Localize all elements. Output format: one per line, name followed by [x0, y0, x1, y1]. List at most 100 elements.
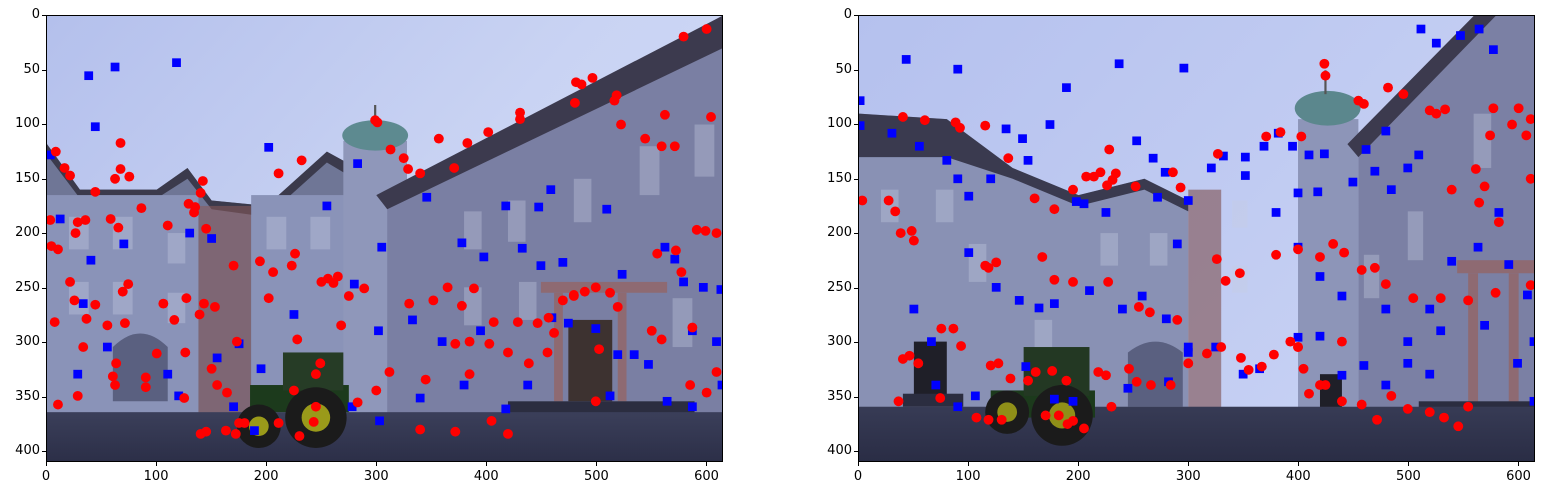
red-circle-keypoint: [195, 188, 206, 198]
red-circle-keypoint: [656, 334, 667, 345]
blue-square-keypoint: [591, 324, 601, 333]
blue-square-keypoint: [1304, 150, 1314, 160]
red-circle-keypoint: [1068, 184, 1078, 195]
y-tick-mark: [854, 287, 858, 289]
blue-square-keypoint: [546, 185, 556, 194]
red-circle-keypoint: [1216, 342, 1227, 352]
blue-square-keypoint: [1062, 83, 1071, 92]
blue-square-keypoint: [670, 254, 680, 264]
red-circle-keypoint: [294, 431, 305, 441]
red-circle-keypoint: [1268, 349, 1279, 360]
x-tick-label: 500: [583, 469, 609, 484]
red-circle-keypoint: [180, 347, 191, 358]
blue-square-keypoint: [102, 342, 112, 352]
red-circle-keypoint: [1488, 103, 1499, 114]
y-tick-label: 0: [31, 7, 40, 22]
blue-square-keypoint: [1403, 337, 1413, 346]
red-circle-keypoint: [332, 271, 343, 282]
red-circle-keypoint: [115, 164, 126, 174]
blue-square-keypoint: [644, 360, 653, 369]
red-circle-keypoint: [1463, 295, 1474, 306]
red-circle-keypoint: [993, 358, 1004, 369]
blue-square-keypoint: [110, 62, 120, 72]
red-circle-keypoint: [991, 257, 1002, 268]
blue-square-keypoint: [1271, 208, 1281, 217]
red-circle-keypoint: [1440, 104, 1451, 115]
red-circle-keypoint: [1271, 249, 1282, 260]
blue-square-keypoint: [119, 239, 129, 249]
red-circle-keypoint: [908, 235, 919, 246]
blue-square-keypoint: [687, 402, 697, 412]
blue-square-keypoint: [1529, 337, 1534, 346]
red-circle-keypoint: [700, 226, 711, 236]
red-circle-keypoint: [1380, 279, 1391, 289]
x-tick-mark: [1188, 462, 1190, 466]
red-circle-keypoint: [985, 360, 996, 371]
blue-square-keypoint: [1183, 348, 1193, 357]
blue-square-keypoint: [1183, 342, 1193, 352]
blue-square-keypoint: [1403, 163, 1413, 173]
red-circle-keypoint: [194, 309, 205, 320]
red-circle-keypoint: [228, 260, 239, 271]
red-circle-keypoint: [403, 164, 414, 174]
right-photo-scatter: [859, 16, 1534, 461]
y-tick-label: 100: [15, 116, 40, 132]
blue-square-keypoint: [1114, 59, 1124, 69]
red-circle-keypoint: [652, 248, 663, 259]
red-circle-keypoint: [859, 195, 868, 206]
red-circle-keypoint: [1079, 423, 1089, 434]
blue-square-keypoint: [1045, 120, 1055, 129]
x-tick-label: 400: [473, 469, 499, 484]
red-circle-keypoint: [1061, 375, 1072, 386]
y-tick-mark: [42, 451, 46, 453]
blue-square-keypoint: [163, 369, 173, 379]
blue-square-keypoint: [1381, 126, 1391, 136]
red-circle-keypoint: [433, 133, 444, 144]
blue-square-keypoint: [1529, 396, 1534, 406]
blue-square-keypoint: [953, 402, 963, 412]
red-circle-keypoint: [1285, 336, 1296, 347]
y-tick-label: 300: [15, 334, 40, 350]
red-circle-keypoint: [543, 312, 554, 323]
blue-square-keypoint: [986, 174, 996, 184]
blue-square-keypoint: [1161, 314, 1171, 324]
red-circle-keypoint: [1435, 293, 1446, 304]
red-circle-keypoint: [1358, 99, 1369, 109]
y-tick-mark: [854, 233, 858, 235]
blue-square-keypoint: [377, 242, 387, 252]
red-circle-keypoint: [1479, 181, 1490, 192]
x-tick-mark: [1408, 462, 1410, 466]
red-circle-keypoint: [1234, 268, 1245, 279]
red-circle-keypoint: [1304, 388, 1314, 399]
red-circle-keypoint: [676, 267, 687, 278]
x-tick-label: 600: [1506, 469, 1531, 484]
red-circle-keypoint: [50, 146, 61, 157]
y-tick-mark: [42, 69, 46, 71]
blue-square-keypoint: [953, 64, 963, 74]
blue-square-keypoint: [1001, 124, 1011, 134]
red-circle-keypoint: [612, 301, 623, 312]
y-tick-label: 200: [15, 225, 40, 241]
red-circle-keypoint: [1507, 119, 1517, 130]
blue-square-keypoint: [1123, 383, 1133, 393]
red-circle-keypoint: [523, 358, 534, 369]
red-circle-keypoint: [1130, 181, 1141, 192]
red-circle-keypoint: [483, 127, 494, 138]
blue-square-keypoint: [964, 248, 974, 257]
blue-square-keypoint: [47, 150, 55, 160]
red-circle-keypoint: [1383, 82, 1393, 93]
red-circle-keypoint: [49, 317, 60, 327]
x-tick-label: 500: [1395, 469, 1421, 484]
red-circle-keypoint: [1369, 262, 1380, 273]
blue-square-keypoint: [1219, 151, 1228, 161]
red-circle-keypoint: [428, 295, 439, 306]
red-circle-keypoint: [273, 418, 284, 428]
red-circle-keypoint: [69, 295, 80, 306]
blue-square-keypoint: [459, 380, 469, 390]
red-circle-keypoint: [1446, 184, 1457, 195]
blue-square-keypoint: [415, 393, 425, 403]
blue-square-keypoint: [408, 315, 417, 325]
red-circle-keypoint: [486, 415, 497, 426]
red-circle-keypoint: [1493, 217, 1504, 228]
red-circle-keypoint: [503, 347, 513, 358]
